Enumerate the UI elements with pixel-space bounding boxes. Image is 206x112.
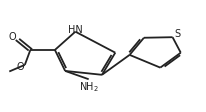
Text: NH$_2$: NH$_2$ [79, 81, 99, 94]
Text: O: O [9, 32, 16, 42]
Text: S: S [174, 29, 180, 39]
Text: HN: HN [68, 25, 83, 35]
Text: O: O [17, 62, 25, 72]
